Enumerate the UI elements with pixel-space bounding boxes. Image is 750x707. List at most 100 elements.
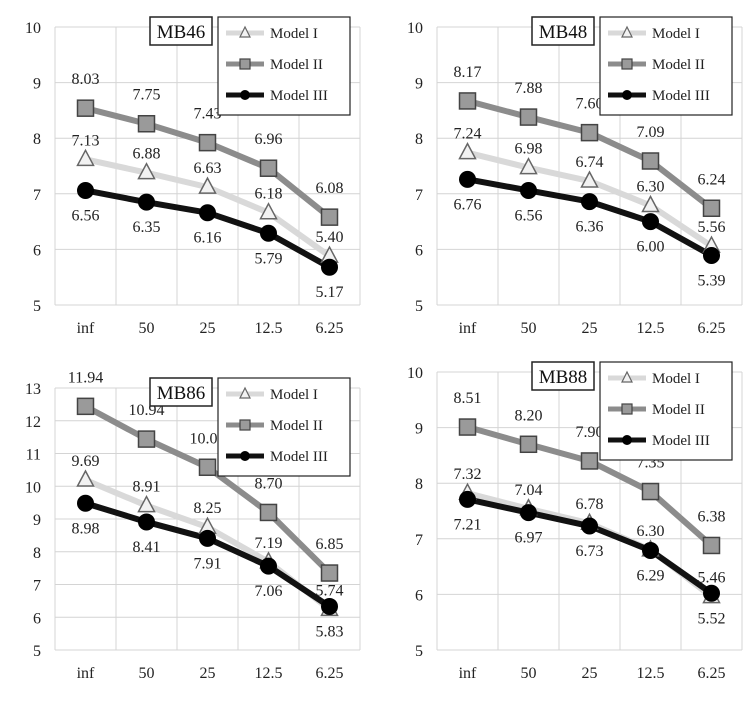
data-label: 8.70 [255,475,283,492]
chart-title: MB46 [157,22,206,43]
data-label: 8.98 [72,520,100,537]
data-point-square [641,152,660,170]
data-point-circle [459,490,476,508]
y-tick-label: 7 [415,532,423,549]
data-label: 6.56 [515,207,543,224]
chart-title-box [531,361,595,391]
legend-marker-triangle [239,25,251,38]
data-label: 6.78 [576,496,604,513]
legend-marker-square [239,419,251,431]
data-point-triangle [76,148,95,167]
data-point-square [519,435,538,454]
legend-label: Model I [652,371,700,387]
data-label: 5.79 [255,250,283,267]
y-tick-label: 10 [407,365,423,382]
data-point-square [198,133,217,152]
data-label: 5.46 [698,570,726,587]
legend-label: Model III [652,433,710,449]
y-tick-label: 5 [33,643,41,660]
data-point-triangle [198,176,217,194]
data-point-triangle [641,194,660,213]
data-point-triangle [580,170,599,188]
y-tick-label: 6 [415,587,423,604]
data-point-square [76,99,95,117]
x-tick-label: 12.5 [255,320,283,337]
chart-title: MB48 [539,22,588,43]
data-label: 7.43 [194,106,222,123]
legend-label: Model III [270,449,328,465]
x-tick-label: inf [77,665,95,682]
data-point-circle [199,204,216,222]
y-tick-label: 11 [26,447,41,464]
legend-marker-circle [622,435,632,445]
data-label: 5.52 [698,610,726,627]
legend-label: Model I [270,387,318,403]
data-label: 9.69 [72,453,100,470]
data-point-square [320,564,339,582]
legend-label: Model I [270,26,318,42]
data-label: 6.88 [133,146,161,163]
data-point-circle [77,494,94,512]
data-point-square [458,418,477,436]
data-point-circle [642,213,659,231]
y-tick-label: 8 [33,131,41,148]
chart-panel-mb48: 5 6 7 8 9 10 inf 50 25 12.5 6.25 8.17 7.88 7.60 7.09 6.… [407,16,743,337]
data-point-circle [703,584,720,602]
y-tick-label: 10 [25,479,41,496]
data-label: 6.30 [637,178,665,195]
data-label: 6.98 [515,141,543,158]
data-point-circle [459,170,476,188]
y-tick-label: 10 [25,20,41,37]
legend-label: Model II [652,57,705,73]
x-tick-label: 50 [139,320,155,337]
data-label: 6.96 [255,131,283,148]
legend-label: Model II [270,418,323,434]
legend-marker-circle [240,90,250,100]
data-label: 8.51 [454,390,482,407]
data-point-square [580,452,599,470]
data-point-circle [581,517,598,535]
legend-marker-circle [240,451,250,461]
data-point-circle [703,247,720,265]
x-tick-label: 6.25 [316,320,344,337]
data-point-circle [520,504,537,522]
y-tick-label: 10 [407,20,423,37]
x-tick-label: 50 [521,320,537,337]
chart-title-box [531,16,595,46]
data-point-square [641,482,660,501]
x-tick-label: 25 [582,320,598,337]
data-label: 6.30 [637,523,665,540]
data-point-circle [199,529,216,547]
data-point-triangle [458,142,477,160]
x-tick-label: 25 [200,320,216,337]
data-label: 7.91 [194,555,222,572]
legend-marker-square [621,58,633,70]
data-label: 6.35 [133,219,161,236]
y-tick-label: 9 [33,76,41,93]
data-label: 7.09 [637,124,665,141]
x-tick-label: inf [459,665,477,682]
y-tick-label: 12 [25,414,41,431]
data-point-circle [581,193,598,211]
chart-title: MB88 [539,367,588,388]
data-point-square [137,114,156,133]
data-label: 7.75 [133,87,161,104]
y-tick-label: 6 [33,610,41,627]
data-point-circle [77,181,94,199]
data-point-circle [321,597,338,615]
data-label: 6.24 [698,171,726,188]
y-tick-label: 5 [33,298,41,315]
legend-marker-triangle [621,25,633,38]
data-label: 8.25 [194,500,222,517]
data-label: 7.88 [515,80,543,97]
data-point-circle [138,513,155,531]
data-point-triangle [519,157,538,175]
y-tick-label: 8 [415,131,423,148]
data-label: 6.76 [454,196,482,213]
data-label: 11.94 [68,369,103,386]
data-point-triangle [137,162,156,180]
y-tick-label: 9 [415,76,423,93]
data-label: 7.32 [454,466,482,483]
